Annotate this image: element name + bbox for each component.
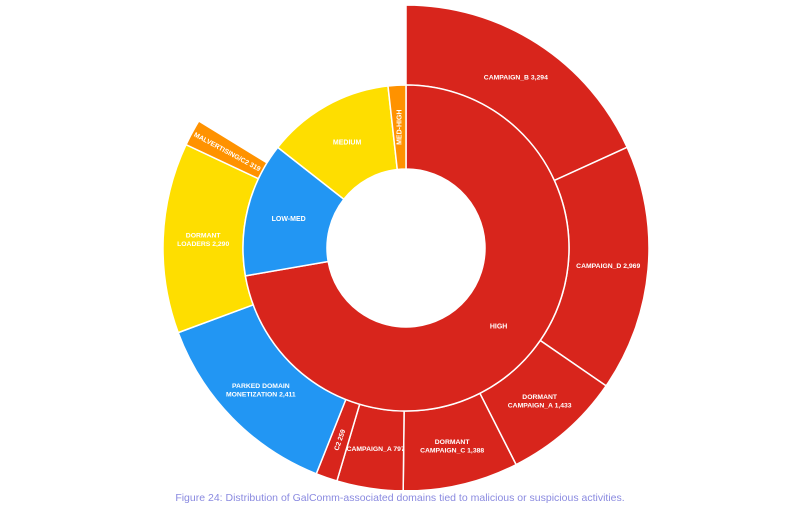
inner-ring — [242, 84, 570, 412]
outer-label-dormant-campaign-a-1-433: DORMANT CAMPAIGN_A 1,433 — [508, 394, 572, 410]
outer-label-parked-domain-monetization-2-411: PARKED DOMAIN MONETIZATION 2,411 — [226, 383, 296, 399]
sunburst-chart: HIGH LOW-MED MEDIUM MED-HIGH CAMPAIGN_B 3,29… — [162, 4, 650, 490]
outer-ring — [162, 4, 650, 490]
inner-label-med-high: MED-HIGH — [397, 109, 404, 144]
inner-label-medium: MEDIUM — [333, 140, 362, 147]
inner-label-high: HIGH — [490, 323, 508, 330]
inner-segment-high — [244, 84, 570, 412]
inner-segment-med-high — [387, 84, 407, 171]
outer-label-campaign-a-797: CAMPAIGN_A 797 — [347, 446, 405, 453]
outer-label-campaign-d-2-969: CAMPAIGN_D 2,969 — [576, 263, 640, 270]
figure-caption: Figure 24: Distribution of GalComm-assoc… — [175, 492, 625, 504]
outer-label-campaign-b-3-294: CAMPAIGN_B 3,294 — [484, 75, 548, 82]
inner-label-low-med: LOW-MED — [272, 216, 306, 223]
outer-label-dormant-campaign-c-1-388: DORMANT CAMPAIGN_C 1,388 — [420, 439, 484, 455]
outer-label-dormant-loaders-2-290: DORMANT LOADERS 2,290 — [177, 233, 229, 249]
